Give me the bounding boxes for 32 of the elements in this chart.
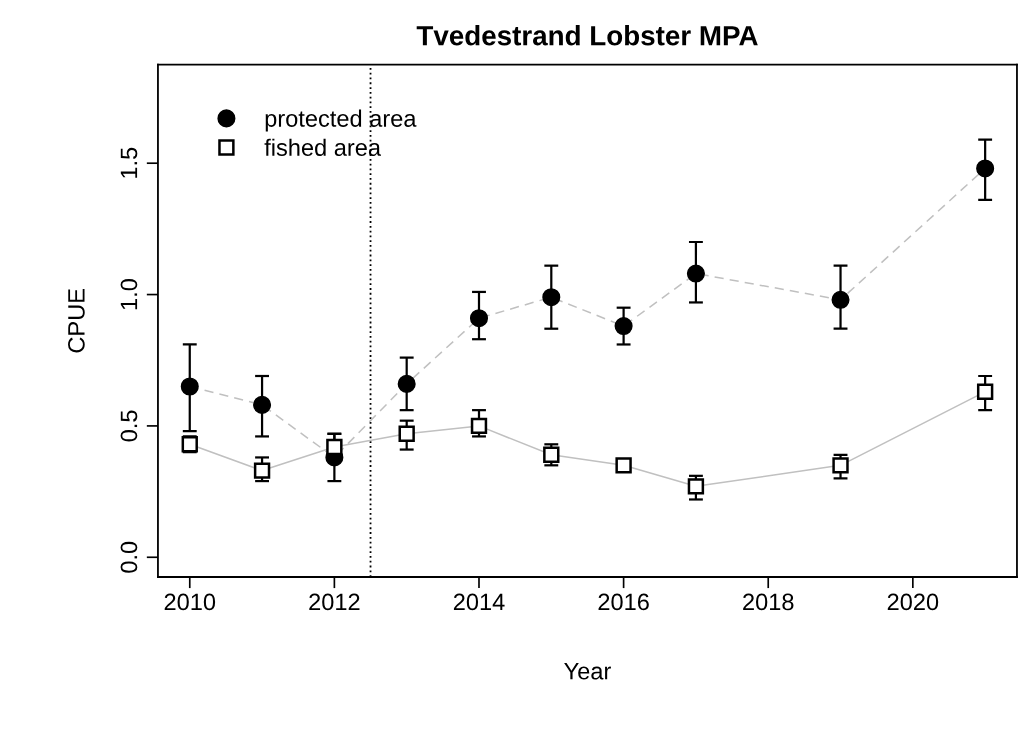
point — [976, 383, 994, 400]
y-tick-label: 1.0 — [120, 279, 138, 310]
legend-label: protected area — [265, 109, 417, 132]
x-tick-label: 2012 — [309, 593, 360, 611]
point — [253, 462, 271, 479]
y-tick-label: 1.5 — [120, 147, 138, 178]
x-tick-label: 2016 — [598, 593, 649, 611]
y-tick-label: 0.5 — [120, 410, 138, 442]
point — [398, 425, 415, 442]
point — [469, 309, 489, 328]
point — [180, 377, 199, 396]
legend-label: fished area — [264, 138, 382, 156]
point — [397, 374, 416, 393]
x-tick-label: 2018 — [743, 593, 794, 611]
point — [614, 317, 633, 336]
point — [687, 478, 705, 495]
x-axis-title: Year — [564, 663, 611, 680]
point — [326, 438, 343, 456]
chart-title: Tvedestrand Lobster MPA — [416, 25, 758, 46]
x-tick-label: 2010 — [164, 593, 216, 611]
point — [615, 457, 632, 474]
point — [542, 288, 561, 307]
y-tick-label: 0.0 — [120, 541, 138, 573]
x-tick-label: 2020 — [887, 593, 939, 611]
y-axis-title: CPUE — [68, 289, 85, 353]
point — [832, 457, 849, 474]
x-tick-label: 2014 — [453, 593, 505, 611]
point — [470, 417, 488, 435]
point — [253, 395, 272, 414]
point — [976, 159, 995, 178]
point — [831, 290, 850, 309]
point — [686, 264, 705, 283]
